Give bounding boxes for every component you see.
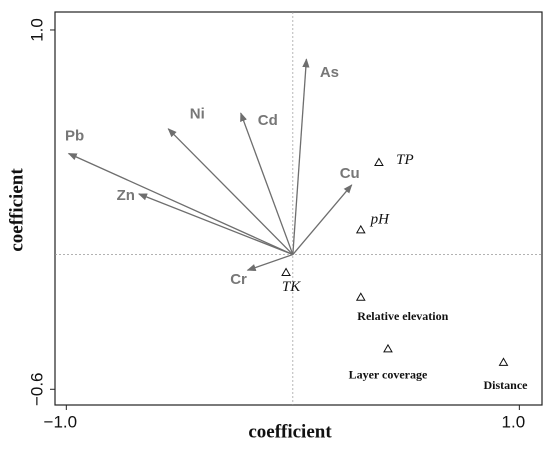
y-tick-label: −0.6	[27, 372, 46, 406]
site-label: TK	[282, 279, 301, 295]
loading-arrow	[167, 128, 294, 255]
loading-arrow	[67, 152, 294, 256]
site-marker	[383, 343, 393, 353]
loading-arrow	[137, 193, 294, 256]
x-tick-label: −1.0	[44, 412, 78, 431]
site-marker	[355, 292, 366, 301]
x-axis-label: coefficient	[248, 421, 332, 442]
site-label: Layer coverage	[349, 368, 428, 382]
arrow-label: As	[320, 64, 339, 81]
site-label: Distance	[483, 378, 528, 392]
arrow-label: Cd	[258, 112, 278, 129]
plot-frame	[54, 11, 543, 406]
x-tick-label: 1.0	[502, 412, 526, 431]
loading-arrow	[292, 58, 310, 255]
y-tick-label: 1.0	[27, 18, 46, 42]
loading-arrow	[246, 253, 294, 272]
arrow-label: Zn	[117, 187, 135, 204]
arrow-label: Cr	[230, 271, 247, 288]
site-marker	[498, 357, 509, 366]
loading-arrow	[292, 184, 353, 255]
site-label: Relative elevation	[357, 309, 448, 323]
y-axis-label: coefficient	[6, 168, 27, 252]
site-marker	[355, 224, 366, 234]
site-marker	[374, 157, 384, 166]
loading-arrow	[240, 112, 294, 255]
arrow-label: Cu	[340, 165, 360, 182]
site-label: TP	[396, 152, 414, 168]
site-marker	[281, 267, 291, 277]
arrow-label: Ni	[190, 106, 205, 123]
arrow-label: Pb	[65, 127, 84, 144]
site-label: pH	[370, 211, 391, 227]
